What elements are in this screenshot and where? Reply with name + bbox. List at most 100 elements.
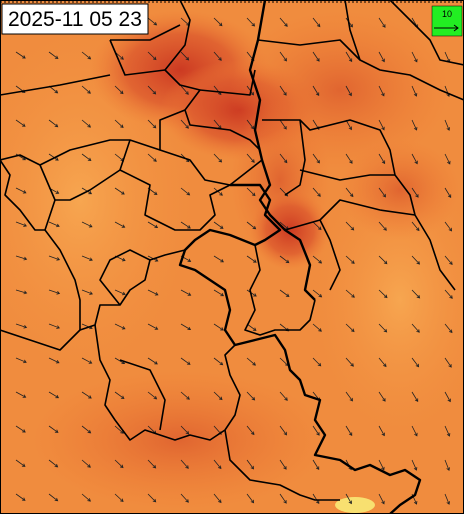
wind-arrow [147,459,157,469]
wind-arrow [15,459,26,467]
wind-arrow [15,119,26,127]
wind-arrow [81,221,93,228]
wind-arrow [444,425,451,437]
wind-scale-label: 10 [442,9,452,19]
wind-arrow [81,493,91,502]
wind-arrow [114,85,124,95]
wind-arrow [246,493,255,504]
wind-arrow [279,51,287,62]
wind-arrow [312,493,320,504]
wind-arrow [312,17,321,28]
wind-arrow [378,17,386,28]
wind-arrow [213,323,224,331]
wind-arrow [114,221,126,228]
wind-arrow [246,153,255,163]
wind-arrow [180,221,191,229]
wind-arrow [81,85,91,94]
wind-arrow [180,425,190,435]
wind-arrow [246,255,257,263]
wind-arrow [411,221,420,232]
wind-arrow [411,255,421,265]
wind-arrow [213,459,222,470]
wind-arrow [246,391,256,401]
wind-arrow [213,391,223,401]
wind-arrow [213,357,224,366]
wind-arrow [378,119,385,131]
wind-arrow [279,153,288,164]
wind-arrow [345,255,355,264]
wind-arrow [114,119,124,128]
wind-arrow [114,289,126,296]
wind-arrow [213,51,222,61]
wind-arrow [411,153,418,165]
wind-arrow [411,323,420,333]
wind-arrow [279,85,287,96]
wind-arrow [378,289,388,299]
wind-arrow [15,493,26,501]
wind-arrow [345,357,354,367]
wind-arrow [378,221,387,231]
wind-arrow [444,255,453,265]
wind-arrow [213,493,222,504]
wind-arrow [444,119,451,131]
wind-arrow [345,187,354,198]
wind-arrow [411,51,418,63]
wind-arrow [213,221,224,229]
wind-arrow [279,425,288,436]
wind-arrow [378,357,387,368]
wind-arrow [411,357,420,368]
wind-arrow [81,255,93,262]
wind-arrow [180,459,189,469]
wind-arrow [147,17,158,26]
wind-arrow [180,289,192,296]
wind-arrow [345,425,353,437]
wind-arrow [180,85,189,95]
wind-arrow [246,119,255,130]
wind-arrow [81,51,92,60]
wind-arrow [147,119,157,129]
wind-arrow [15,357,27,364]
wind-arrow [246,357,256,366]
wind-arrow [15,425,26,433]
timestamp: 2025-11 05 23 [8,8,142,31]
wind-arrow [48,391,60,399]
wind-arrow [213,153,223,163]
wind-arrow [147,493,157,503]
wind-arrow [345,51,353,63]
wind-arrow [444,289,453,299]
wind-arrow [180,493,189,503]
wind-arrow [147,289,159,296]
wind-arrow [48,289,61,295]
wind-arrow [345,153,353,164]
wind-arrow [213,17,223,27]
wind-arrow [81,153,92,162]
wind-arrow [444,221,453,232]
wind-arrow [81,425,92,434]
wind-arrow [114,187,125,195]
wind-arrow [213,289,225,297]
wind-arrow [444,323,453,334]
wind-arrow [180,391,190,400]
wind-arrow [378,323,388,333]
wind-arrow [147,357,158,365]
wind-arrow [312,459,320,471]
wind-arrow [378,255,388,265]
wind-arrow [48,51,59,59]
wind-arrow [48,357,60,364]
wind-arrow [246,221,257,230]
wind-arrow [312,357,322,367]
wind-arrow [81,391,92,399]
wind-arrow [246,425,255,436]
wind-arrow [444,357,452,368]
wind-arrow [444,459,450,471]
wind-arrow [378,153,386,165]
wind-arrow [147,153,157,162]
wind-arrow [81,459,91,468]
timestamp-box [1,3,149,35]
wind-scale-box [431,5,463,37]
wind-arrow [15,51,26,59]
wind-arrow [180,357,191,365]
